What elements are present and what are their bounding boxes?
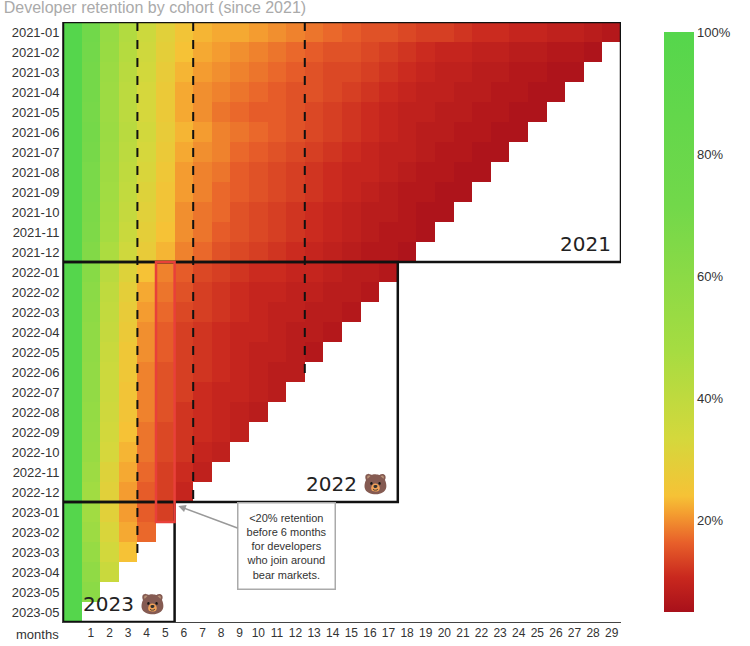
- svg-text:21: 21: [456, 626, 470, 640]
- svg-text:2021-10: 2021-10: [12, 205, 60, 220]
- svg-text:2021-07: 2021-07: [12, 145, 60, 160]
- svg-text:2022-06: 2022-06: [12, 365, 60, 380]
- svg-text:17: 17: [382, 626, 396, 640]
- svg-text:2: 2: [106, 626, 113, 640]
- svg-text:2022-09: 2022-09: [12, 425, 60, 440]
- svg-text:2022-02: 2022-02: [12, 285, 60, 300]
- svg-text:20%: 20%: [697, 513, 723, 528]
- svg-text:2023 🐻: 2023 🐻: [83, 592, 165, 616]
- svg-text:26: 26: [549, 626, 563, 640]
- svg-text:29: 29: [605, 626, 619, 640]
- svg-text:2021-11: 2021-11: [13, 225, 60, 240]
- svg-text:2022-04: 2022-04: [12, 325, 60, 340]
- svg-text:2023-05: 2023-05: [12, 585, 60, 600]
- svg-text:7: 7: [199, 626, 206, 640]
- svg-text:2021: 2021: [560, 232, 611, 256]
- svg-text:2022-03: 2022-03: [12, 305, 60, 320]
- svg-text:14: 14: [326, 626, 340, 640]
- svg-text:Developer retention by cohort: Developer retention by cohort (since 202…: [4, 0, 306, 15]
- svg-text:6: 6: [181, 626, 188, 640]
- svg-text:2022-05: 2022-05: [12, 345, 60, 360]
- svg-text:2022-10: 2022-10: [12, 445, 60, 460]
- svg-text:2023-03: 2023-03: [12, 545, 60, 560]
- svg-text:2021-04: 2021-04: [12, 85, 60, 100]
- svg-text:2022-12: 2022-12: [12, 485, 60, 500]
- svg-text:2023-01: 2023-01: [12, 505, 60, 520]
- svg-text:months: months: [16, 627, 59, 642]
- svg-text:2022-01: 2022-01: [12, 265, 60, 280]
- svg-text:18: 18: [400, 626, 414, 640]
- svg-text:20: 20: [438, 626, 452, 640]
- svg-text:2021-06: 2021-06: [12, 125, 60, 140]
- svg-text:2022-11: 2022-11: [13, 465, 60, 480]
- svg-text:19: 19: [419, 626, 433, 640]
- svg-text:2023-02: 2023-02: [12, 525, 60, 540]
- svg-text:2021-12: 2021-12: [12, 245, 60, 260]
- svg-text:2021-01: 2021-01: [12, 25, 60, 40]
- svg-text:13: 13: [307, 626, 321, 640]
- svg-text:60%: 60%: [697, 269, 723, 284]
- svg-text:10: 10: [252, 626, 266, 640]
- svg-text:80%: 80%: [697, 147, 723, 162]
- svg-text:2021-02: 2021-02: [12, 45, 60, 60]
- svg-text:1: 1: [88, 626, 95, 640]
- svg-text:23: 23: [493, 626, 507, 640]
- svg-text:28: 28: [586, 626, 600, 640]
- svg-text:12: 12: [289, 626, 303, 640]
- svg-text:2022 🐻: 2022 🐻: [306, 472, 388, 496]
- svg-text:9: 9: [236, 626, 243, 640]
- svg-text:8: 8: [218, 626, 225, 640]
- svg-text:2021-09: 2021-09: [12, 185, 60, 200]
- svg-text:25: 25: [531, 626, 545, 640]
- svg-text:11: 11: [271, 626, 284, 640]
- svg-text:15: 15: [345, 626, 359, 640]
- svg-text:40%: 40%: [697, 391, 723, 406]
- svg-text:2021-03: 2021-03: [12, 65, 60, 80]
- svg-text:2022-07: 2022-07: [12, 385, 60, 400]
- svg-text:100%: 100%: [697, 25, 731, 40]
- svg-text:5: 5: [162, 626, 169, 640]
- svg-text:<20% retentionbefore 6 monthsf: <20% retentionbefore 6 monthsfor develop…: [247, 512, 327, 581]
- svg-text:2023-05: 2023-05: [12, 605, 60, 620]
- svg-text:4: 4: [143, 626, 150, 640]
- svg-text:2021-05: 2021-05: [12, 105, 60, 120]
- svg-text:24: 24: [512, 626, 526, 640]
- svg-text:2021-08: 2021-08: [12, 165, 60, 180]
- svg-text:3: 3: [125, 626, 132, 640]
- svg-text:22: 22: [475, 626, 489, 640]
- svg-text:2022-08: 2022-08: [12, 405, 60, 420]
- svg-text:16: 16: [363, 626, 377, 640]
- svg-text:27: 27: [568, 626, 582, 640]
- svg-text:2023-04: 2023-04: [12, 565, 60, 580]
